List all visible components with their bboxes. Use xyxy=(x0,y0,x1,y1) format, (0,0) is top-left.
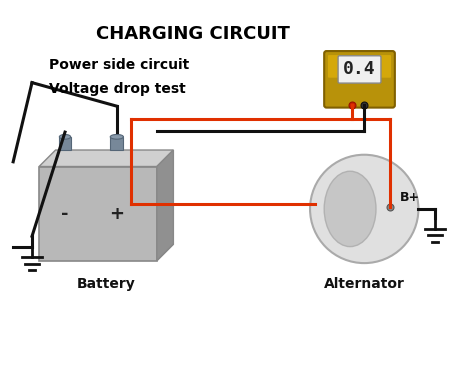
FancyBboxPatch shape xyxy=(39,167,157,261)
Ellipse shape xyxy=(324,171,376,247)
Ellipse shape xyxy=(59,134,71,139)
Polygon shape xyxy=(157,244,173,261)
Text: Voltage drop test: Voltage drop test xyxy=(48,82,185,96)
FancyBboxPatch shape xyxy=(338,56,381,83)
FancyBboxPatch shape xyxy=(59,137,71,150)
Text: Battery: Battery xyxy=(77,277,136,291)
Text: -: - xyxy=(61,205,69,223)
Circle shape xyxy=(310,155,419,263)
Text: Power side circuit: Power side circuit xyxy=(48,58,189,72)
Text: +: + xyxy=(109,205,124,223)
FancyBboxPatch shape xyxy=(110,137,123,150)
Polygon shape xyxy=(157,150,173,261)
Polygon shape xyxy=(39,150,173,167)
FancyBboxPatch shape xyxy=(324,51,395,108)
Text: CHARGING CIRCUIT: CHARGING CIRCUIT xyxy=(96,25,290,43)
FancyBboxPatch shape xyxy=(328,55,391,78)
Text: 0.4: 0.4 xyxy=(343,60,376,78)
Text: Alternator: Alternator xyxy=(324,277,405,291)
Ellipse shape xyxy=(110,134,123,139)
Text: B+: B+ xyxy=(400,191,419,203)
